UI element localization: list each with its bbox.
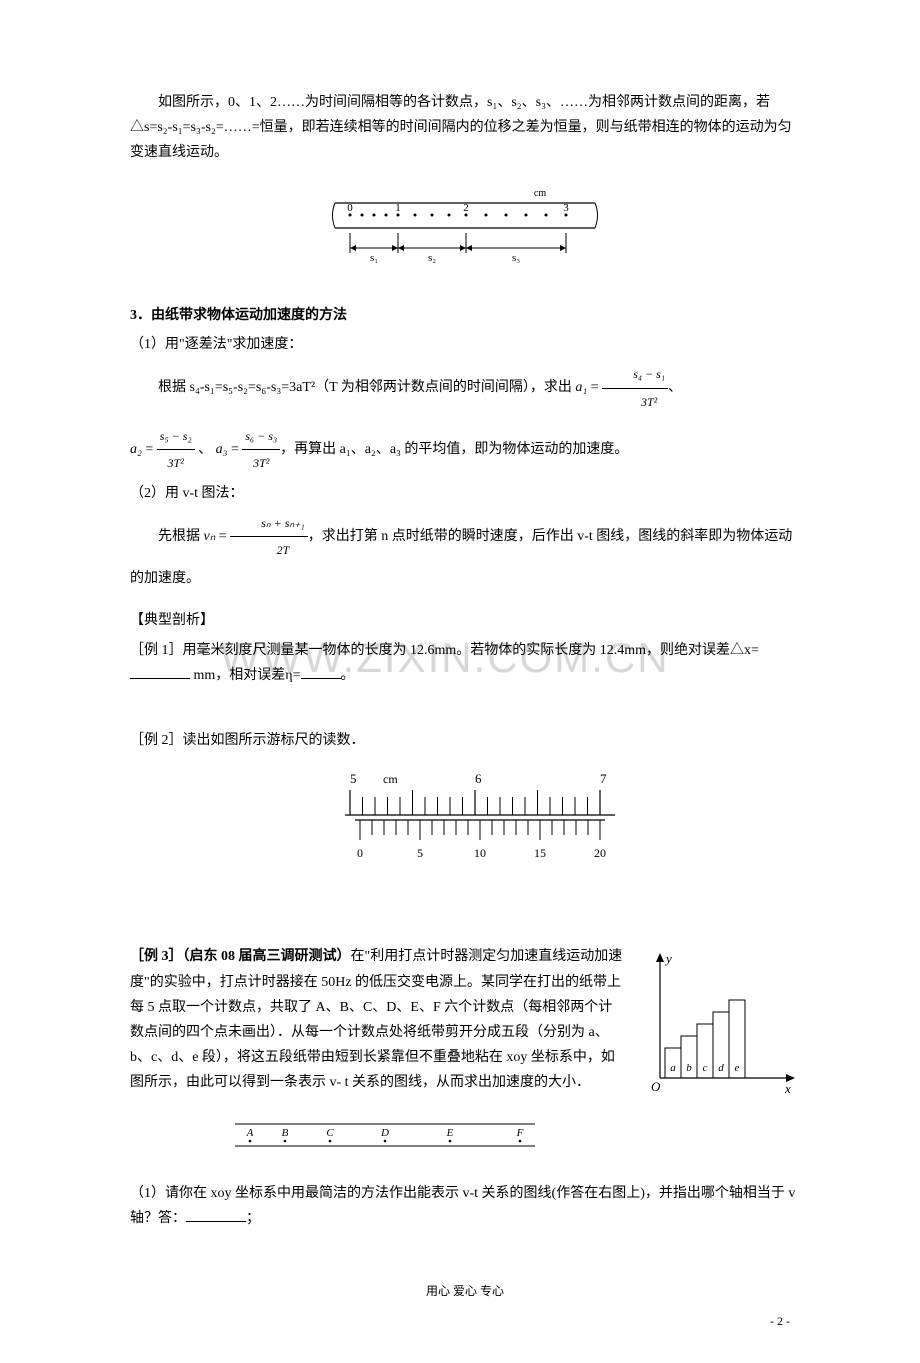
a2-den: 3T²	[157, 450, 195, 476]
method2-title: （2）用 v-t 图法：	[130, 481, 800, 506]
a3-var: a₃	[216, 442, 228, 457]
svg-text:0: 0	[357, 846, 363, 860]
method2-content: 先根据 vₙ = sₙ + sₙ₊₁ 2T ，求出打第 n 点时纸带的瞬时速度，…	[130, 510, 800, 595]
svg-text:y: y	[664, 951, 672, 966]
example1: ［例 1］用毫米刻度尺测量某一物体的长度为 12.6mm。若物体的实际长度为 1…	[130, 638, 800, 688]
vn-den: 2T	[230, 537, 308, 563]
svg-text:E: E	[446, 1127, 454, 1139]
blank-rel-error	[301, 663, 341, 679]
footer: 用心 爱心 专心	[130, 1281, 800, 1303]
intro-paragraph: 如图所示，0、1、2……为时间间隔相等的各计数点，s₁、s₂、s₃、……为相邻两…	[130, 90, 800, 166]
svg-text:2: 2	[463, 202, 469, 214]
svg-text:s₁: s₁	[370, 252, 378, 264]
svg-text:x: x	[784, 1081, 791, 1096]
svg-text:O: O	[651, 1079, 661, 1094]
svg-text:D: D	[380, 1127, 389, 1139]
a1-var: a₁	[575, 380, 587, 395]
ex1-end: 。	[341, 668, 355, 683]
a1-fraction: s₄ − s₁ 3T²	[602, 361, 668, 415]
svg-text:cm: cm	[534, 188, 546, 199]
blank-abs-error	[130, 663, 190, 679]
svg-text:C: C	[326, 1127, 334, 1139]
section3-heading: 3．由纸带求物体运动加速度的方法	[130, 303, 800, 328]
a3-num: s₆ − s₃	[242, 423, 280, 450]
svg-text:20: 20	[594, 846, 606, 860]
vernier-diagram: 5 cm 6 7	[130, 765, 800, 894]
vn-var: vₙ	[204, 529, 216, 544]
svg-text:F: F	[516, 1127, 524, 1139]
ex3-header: ［例 3］	[130, 949, 183, 964]
q1-end: ；	[246, 1211, 260, 1226]
svg-text:6: 6	[475, 771, 482, 786]
svg-text:B: B	[282, 1127, 289, 1139]
svg-text:a: a	[670, 1062, 676, 1074]
svg-text:s₂: s₂	[428, 252, 436, 264]
method1-title: （1）用"逐差法"求加速度：	[130, 332, 800, 357]
page-number: - 2 -	[770, 1311, 790, 1333]
a3-den: 3T²	[242, 450, 280, 476]
a2-var: a₂	[130, 442, 142, 457]
question1: （1）请你在 xoy 坐标系中用最简洁的方法作出能表示 v-t 关系的图线(作答…	[130, 1181, 800, 1231]
svg-text:5: 5	[350, 771, 357, 786]
svg-text:c: c	[703, 1062, 708, 1074]
a2-num: s₅ − s₂	[157, 423, 195, 450]
svg-text:e: e	[735, 1062, 740, 1074]
svg-text:7: 7	[600, 771, 607, 786]
a2-fraction: s₅ − s₂ 3T²	[157, 423, 195, 477]
vn-fraction: sₙ + sₙ₊₁ 2T	[230, 510, 308, 564]
method1-formula: 根据 s₄-s₁=s₅-s₂=s₆-s₃=3aT²（T 为相邻两计数点间的时间间…	[130, 361, 800, 415]
examples-title: 【典型剖析】	[130, 608, 800, 633]
svg-text:5: 5	[417, 846, 423, 860]
a1-num: s₄ − s₁	[602, 361, 668, 388]
ex1-unit: mm，相对误差η=	[190, 668, 301, 683]
svg-text:s₃: s₃	[512, 252, 520, 264]
svg-text:cm: cm	[383, 772, 398, 786]
svg-text:A: A	[246, 1127, 254, 1139]
a3-fraction: s₆ − s₃ 3T²	[242, 423, 280, 477]
bar-chart: a b c d e y x O	[635, 948, 800, 1107]
method2-text1: 先根据	[158, 529, 200, 544]
a1-den: 3T²	[602, 389, 668, 415]
method1-continued: a₂ = s₅ − s₂ 3T² 、 a₃ = s₆ − s₃ 3T² ，再算出…	[130, 423, 800, 477]
ex3-text: 在"利用打点计时器测定匀加速直线运动加速度"的实验中，打点计时器接在 50Hz …	[130, 949, 622, 1090]
method1-trailing: ，再算出 a₁、a₂、a₃ 的平均值，即为物体运动的加速度。	[280, 442, 628, 457]
svg-text:d: d	[718, 1062, 724, 1074]
svg-text:b: b	[686, 1062, 692, 1074]
svg-text:1: 1	[395, 202, 401, 214]
example2: ［例 2］读出如图所示游标尺的读数．	[130, 728, 800, 753]
tape-diagram: 0 1 2 3 cm s₁ s₂ s₃	[130, 178, 800, 287]
ex3-source: （启东 08 届高三调研测试）	[183, 949, 351, 964]
svg-text:15: 15	[534, 846, 546, 860]
svg-text:3: 3	[563, 202, 569, 214]
ex1-text: ［例 1］用毫米刻度尺测量某一物体的长度为 12.6mm。若物体的实际长度为 1…	[130, 643, 759, 658]
blank-q1	[186, 1206, 246, 1222]
svg-text:10: 10	[474, 846, 486, 860]
tape-abcdef-diagram: A B C D E F	[230, 1116, 800, 1165]
method1-text: 根据 s₄-s₁=s₅-s₂=s₆-s₃=3aT²（T 为相邻两计数点间的时间间…	[158, 380, 572, 395]
svg-text:0: 0	[347, 202, 353, 214]
vn-num: sₙ + sₙ₊₁	[230, 510, 308, 537]
